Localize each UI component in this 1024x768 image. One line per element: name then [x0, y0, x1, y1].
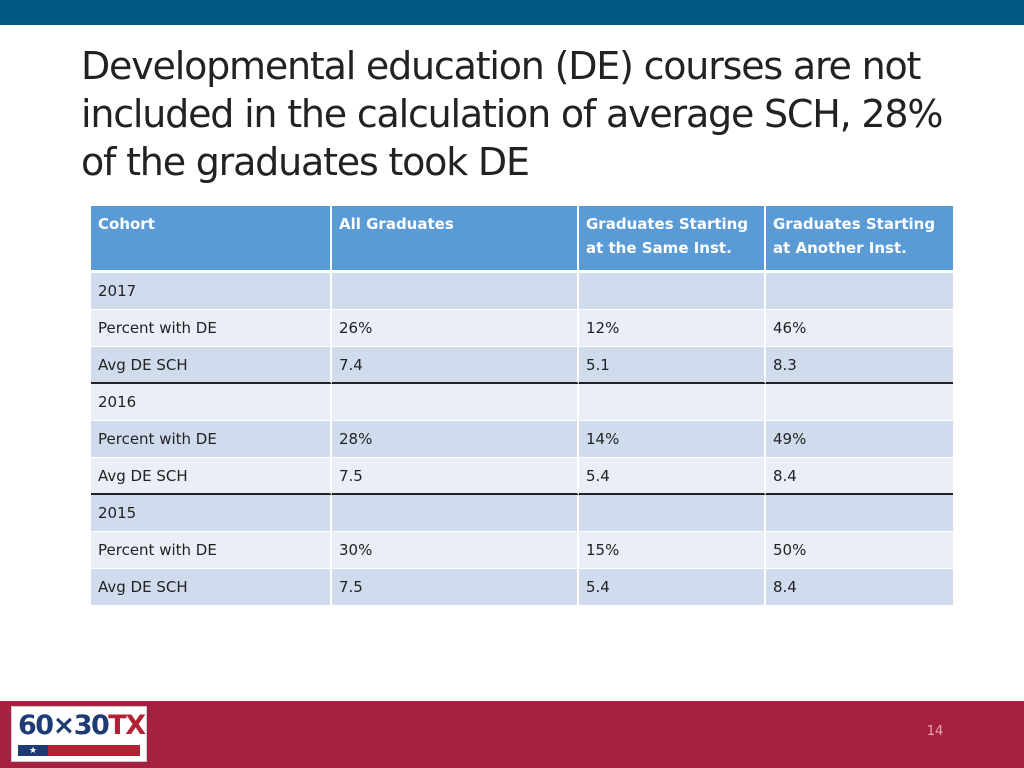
row-label: Avg DE SCH — [91, 569, 332, 606]
cell-value: 7.4 — [332, 347, 579, 384]
cell-value: 26% — [332, 310, 579, 347]
cell-value: 28% — [332, 421, 579, 458]
logo-stripe — [18, 745, 140, 756]
cell-value: 15% — [579, 532, 766, 569]
table-row: Avg DE SCH 7.5 5.4 8.4 — [91, 458, 953, 495]
logo-text-main: 60×30 — [18, 710, 110, 741]
cell-value: 50% — [766, 532, 953, 569]
cell-value: 12% — [579, 310, 766, 347]
table-row: Percent with DE 26% 12% 46% — [91, 310, 953, 347]
row-label: Percent with DE — [91, 532, 332, 569]
page-number: 14 — [926, 724, 944, 739]
cell-value: 8.3 — [766, 347, 953, 384]
row-label: Percent with DE — [91, 421, 332, 458]
header-cohort: Cohort — [91, 206, 332, 273]
row-label: Avg DE SCH — [91, 458, 332, 495]
table-row: Percent with DE 30% 15% 50% — [91, 532, 953, 569]
logo-text-accent: TX — [108, 710, 146, 741]
cell-value: 46% — [766, 310, 953, 347]
de-table: Cohort All Graduates Graduates Starting … — [91, 206, 953, 606]
cell-value: 49% — [766, 421, 953, 458]
table-row: Percent with DE 28% 14% 49% — [91, 421, 953, 458]
header-row: Cohort All Graduates Graduates Starting … — [91, 206, 953, 273]
header-all-graduates: All Graduates — [332, 206, 579, 273]
slide-title: Developmental education (DE) courses are… — [81, 44, 943, 184]
star-icon: ★ — [18, 745, 48, 756]
cell-value: 8.4 — [766, 458, 953, 495]
60x30tx-logo-icon: 60×30TX ★ — [11, 706, 147, 762]
cohort-row-2016: 2016 — [91, 384, 953, 421]
cohort-row-2017: 2017 — [91, 273, 953, 310]
table-row: Avg DE SCH 7.5 5.4 8.4 — [91, 569, 953, 606]
top-bar — [0, 0, 1024, 25]
cohort-row-2015: 2015 — [91, 495, 953, 532]
cell-value: 5.4 — [579, 458, 766, 495]
header-same-inst: Graduates Starting at the Same Inst. — [579, 206, 766, 273]
cohort-year: 2017 — [91, 273, 332, 310]
table-row: Avg DE SCH 7.4 5.1 8.3 — [91, 347, 953, 384]
header-another-inst: Graduates Starting at Another Inst. — [766, 206, 953, 273]
bottom-bar — [0, 701, 1024, 768]
row-label: Percent with DE — [91, 310, 332, 347]
cell-value: 14% — [579, 421, 766, 458]
cell-value: 5.1 — [579, 347, 766, 384]
row-label: Avg DE SCH — [91, 347, 332, 384]
cell-value: 7.5 — [332, 569, 579, 606]
cohort-year: 2016 — [91, 384, 332, 421]
cohort-year: 2015 — [91, 495, 332, 532]
cell-value: 7.5 — [332, 458, 579, 495]
cell-value: 5.4 — [579, 569, 766, 606]
cell-value: 30% — [332, 532, 579, 569]
cell-value: 8.4 — [766, 569, 953, 606]
